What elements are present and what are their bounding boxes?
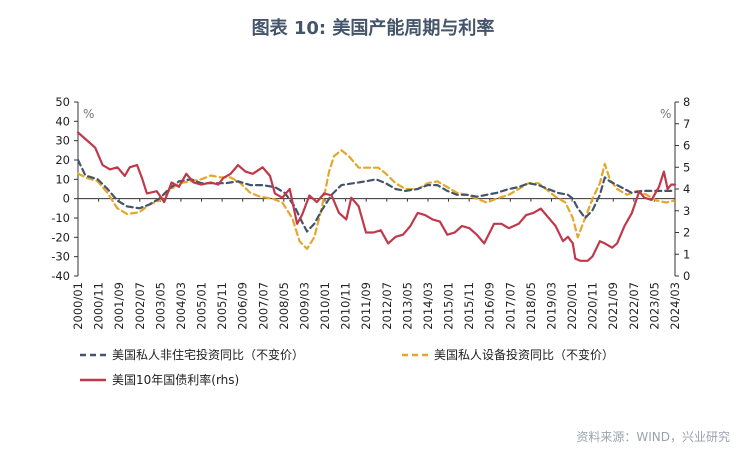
- x-tick-label: 2021/09: [606, 282, 620, 330]
- right-tick-label: 4: [683, 182, 690, 196]
- source-note: 资料来源：WIND，兴业研究: [576, 430, 730, 444]
- x-tick-label: 2008/05: [277, 282, 291, 330]
- x-tick-label: 2000/01: [71, 282, 85, 330]
- x-tick-label: 2020/01: [565, 282, 579, 330]
- x-tick-label: 2012/07: [380, 282, 394, 330]
- right-tick-label: 8: [683, 95, 690, 109]
- left-tick-label: 30: [55, 134, 70, 148]
- legend-label-2: 美国10年国债利率(rhs): [112, 372, 239, 387]
- x-tick-label: 2006/09: [236, 282, 250, 330]
- x-tick-label: 2007/07: [256, 282, 270, 330]
- right-tick-label: 1: [683, 247, 690, 261]
- x-tick-label: 2013/05: [400, 282, 414, 330]
- right-tick-label: 3: [683, 204, 690, 218]
- right-unit-label: %: [660, 107, 671, 121]
- left-tick-label: -10: [51, 211, 70, 225]
- x-tick-label: 2017/07: [503, 282, 517, 330]
- right-tick-label: 5: [683, 160, 690, 174]
- x-tick-label: 2014/03: [421, 282, 435, 330]
- left-tick-label: -20: [51, 230, 70, 244]
- left-tick-label: 0: [63, 192, 70, 206]
- x-tick-label: 2016/09: [483, 282, 497, 330]
- x-tick-label: 2024/03: [668, 282, 682, 330]
- right-tick-label: 6: [683, 139, 690, 153]
- x-tick-label: 2023/05: [647, 282, 661, 330]
- left-tick-label: 10: [55, 172, 70, 186]
- x-tick-label: 2022/07: [627, 282, 641, 330]
- x-tick-label: 2010/11: [339, 282, 353, 330]
- x-tick-label: 2005/01: [195, 282, 209, 330]
- left-tick-label: 40: [55, 114, 70, 128]
- x-tick-label: 2018/05: [524, 282, 538, 330]
- x-tick-label: 2002/07: [133, 282, 147, 330]
- left-unit-label: %: [83, 107, 94, 121]
- series-line-1: [76, 149, 675, 250]
- right-tick-label: 7: [683, 117, 690, 131]
- x-tick-label: 2019/03: [544, 282, 558, 330]
- x-tick-label: 2009/03: [297, 282, 311, 330]
- series-line-0: [76, 158, 675, 233]
- legend-label-1: 美国私人设备投资同比（不变价）: [434, 347, 614, 362]
- right-tick-label: 2: [683, 226, 690, 240]
- x-tick-label: 2015/11: [462, 282, 476, 330]
- x-tick-label: 2003/05: [153, 282, 167, 330]
- series-line-2: [76, 131, 677, 262]
- x-tick-label: 2010/01: [318, 282, 332, 330]
- x-tick-label: 2004/03: [174, 282, 188, 330]
- legend-label-0: 美国私人非住宅投资同比（不变价）: [112, 347, 304, 362]
- x-tick-label: 2015/01: [442, 282, 456, 330]
- left-tick-label: -30: [51, 250, 70, 264]
- x-tick-label: 2011/09: [359, 282, 373, 330]
- left-tick-label: 50: [55, 95, 70, 109]
- x-tick-label: 2001/09: [112, 282, 126, 330]
- chart-title: 图表 10: 美国产能周期与利率: [251, 18, 495, 39]
- left-tick-label: -40: [51, 269, 70, 283]
- x-tick-label: 2020/11: [586, 282, 600, 330]
- left-tick-label: 20: [55, 153, 70, 167]
- x-tick-label: 2000/11: [92, 282, 106, 330]
- x-tick-label: 2005/11: [215, 282, 229, 330]
- right-tick-label: 0: [683, 269, 690, 283]
